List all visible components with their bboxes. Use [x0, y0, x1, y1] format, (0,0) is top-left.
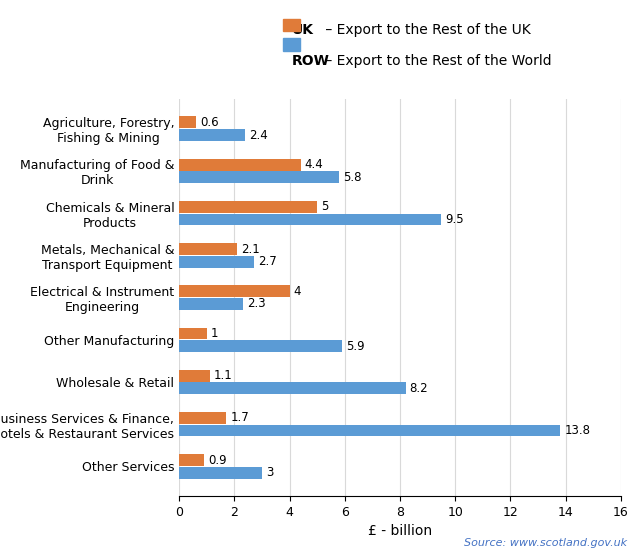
Text: 9.5: 9.5 — [445, 213, 464, 226]
Text: 2.3: 2.3 — [247, 298, 266, 310]
Text: ROW: ROW — [292, 55, 330, 68]
Text: 2.4: 2.4 — [250, 128, 268, 142]
Bar — [179, 214, 442, 225]
Text: 1: 1 — [211, 327, 218, 340]
Text: 4.4: 4.4 — [305, 158, 324, 171]
Bar — [179, 159, 301, 170]
Text: 2.7: 2.7 — [258, 255, 276, 268]
Bar — [179, 382, 406, 394]
Text: 5.9: 5.9 — [346, 339, 365, 353]
Bar — [179, 340, 342, 352]
Text: 1.1: 1.1 — [214, 369, 232, 382]
Text: 8.2: 8.2 — [410, 382, 428, 395]
Text: Source: www.scotland.gov.uk: Source: www.scotland.gov.uk — [464, 538, 627, 548]
Bar — [179, 298, 243, 310]
Bar — [179, 243, 237, 255]
Text: 0.9: 0.9 — [208, 453, 227, 467]
Bar — [179, 285, 290, 297]
Bar — [179, 327, 207, 339]
Bar — [179, 201, 317, 213]
Bar — [179, 467, 262, 479]
Text: 2.1: 2.1 — [241, 242, 260, 256]
Bar — [179, 425, 560, 436]
Text: 13.8: 13.8 — [564, 424, 590, 437]
Legend: UK – Export to the Rest of the UK, ROW – Export to the Rest of the World: UK – Export to the Rest of the UK, ROW –… — [284, 19, 572, 52]
X-axis label: £ - billion: £ - billion — [368, 524, 432, 538]
Text: 1.7: 1.7 — [230, 412, 249, 424]
Text: 5.8: 5.8 — [344, 171, 362, 183]
Bar — [179, 116, 196, 128]
Text: 3: 3 — [266, 466, 273, 479]
Bar — [179, 454, 204, 466]
Bar — [179, 129, 246, 141]
Text: 5: 5 — [321, 201, 329, 213]
Text: – Export to the Rest of the UK: – Export to the Rest of the UK — [321, 23, 531, 37]
Text: 4: 4 — [294, 285, 301, 298]
Bar — [179, 370, 209, 381]
Text: 0.6: 0.6 — [200, 116, 218, 129]
Bar — [179, 256, 253, 268]
Text: UK: UK — [292, 23, 314, 37]
Bar — [179, 412, 226, 424]
Text: – Export to the Rest of the World: – Export to the Rest of the World — [321, 55, 551, 68]
Bar — [179, 171, 339, 183]
